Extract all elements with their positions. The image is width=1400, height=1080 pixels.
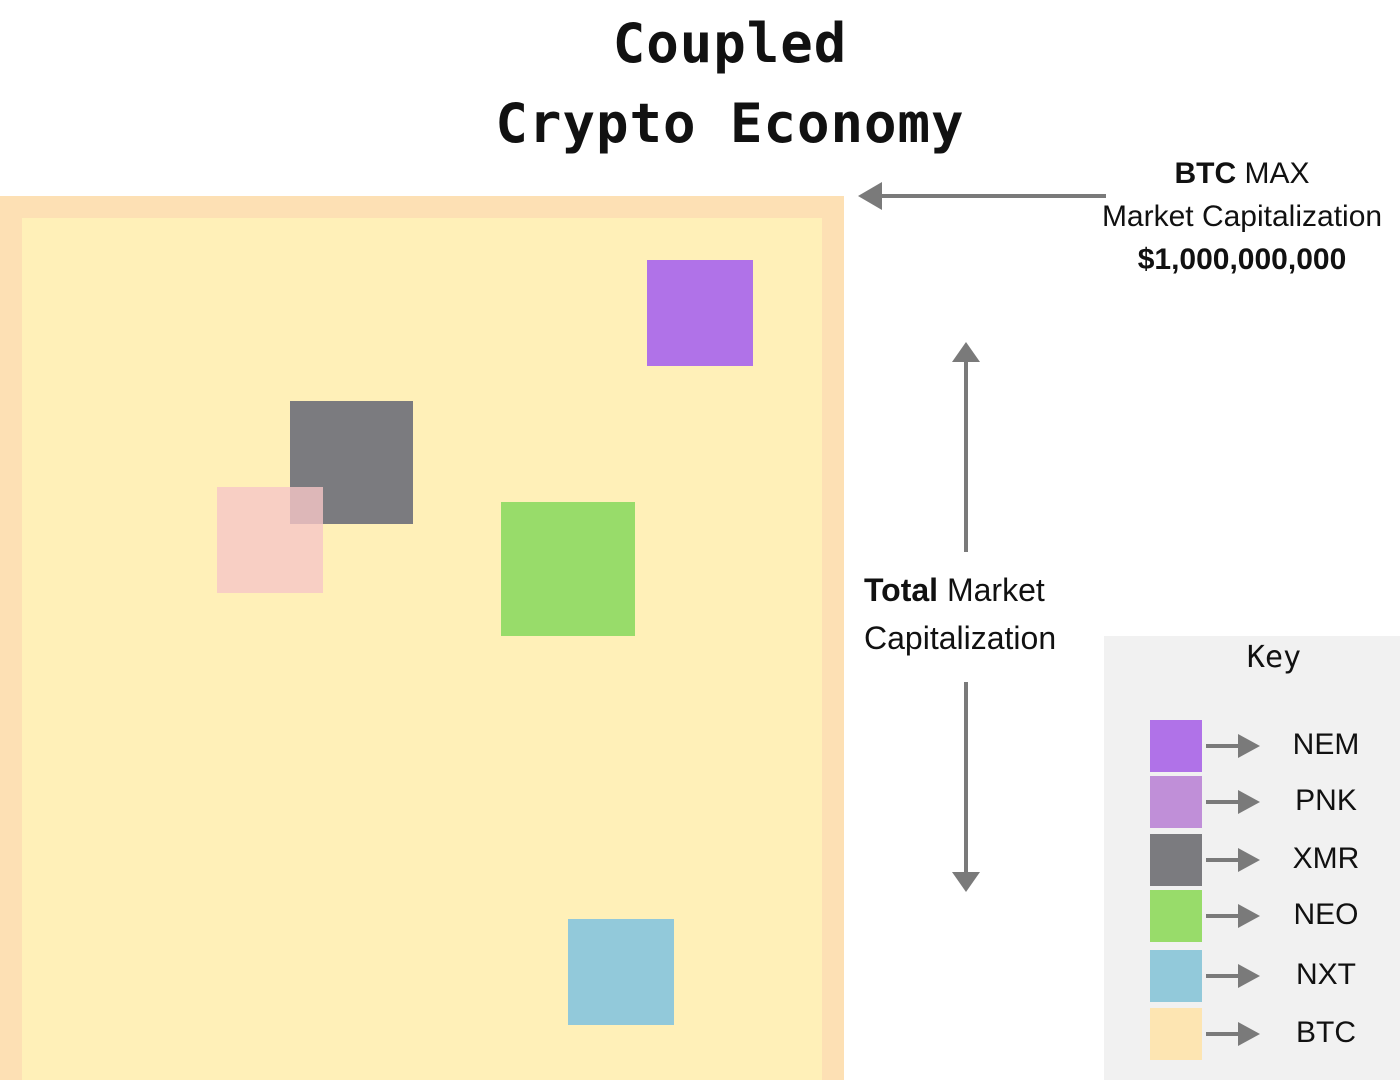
nem-square [647, 260, 753, 366]
neo-square [501, 502, 635, 636]
key-label-xmr: XMR [1292, 842, 1360, 875]
key-swatch-btc [1150, 1008, 1202, 1060]
key-arrow-icon [1206, 734, 1260, 758]
key-label-nem: NEM [1292, 728, 1360, 761]
total-cap-rest: Market [946, 572, 1045, 608]
key-label-pnk: PNK [1295, 784, 1357, 817]
btc-max-line2: Market Capitalization [1101, 200, 1383, 233]
total-cap-arrow-up-head [952, 342, 980, 362]
title-line-1: Coupled [612, 12, 848, 75]
arrow-group [858, 182, 1106, 892]
btc-max-arrow-head [858, 182, 882, 210]
btc-max-word: MAX [1244, 157, 1310, 190]
key-panel: Key NEM PNK XMR NEO NXT BTC [1104, 636, 1400, 1080]
nxt-square [568, 919, 674, 1025]
total-cap-arrow-down-head [952, 872, 980, 892]
key-label-neo: NEO [1293, 898, 1359, 931]
total-cap-bold: Total [864, 572, 939, 608]
btc-max-value: $1,000,000,000 [1137, 243, 1347, 276]
key-row-nem: NEM [1104, 720, 1400, 774]
key-title: Key [1246, 640, 1302, 675]
key-row-neo: NEO [1104, 890, 1400, 944]
key-swatch-nem [1150, 720, 1202, 772]
btc-max-coin: BTC [1174, 157, 1237, 190]
title-line-2: Crypto Economy [495, 92, 965, 155]
pnk-square [217, 487, 323, 593]
key-label-nxt: NXT [1296, 958, 1356, 991]
key-swatch-neo [1150, 890, 1202, 942]
key-row-xmr: XMR [1104, 834, 1400, 888]
key-swatch-pnk [1150, 776, 1202, 828]
btc-max-label: BTC MAX Market Capitalization $1,000,000… [1092, 152, 1392, 281]
total-cap-line2: Capitalization [864, 620, 1057, 656]
key-row-pnk: PNK [1104, 776, 1400, 830]
key-arrow-icon [1206, 848, 1260, 872]
key-arrow-icon [1206, 904, 1260, 928]
key-swatch-nxt [1150, 950, 1202, 1002]
key-row-nxt: NXT [1104, 950, 1400, 1004]
key-arrow-icon [1206, 964, 1260, 988]
key-label-btc: BTC [1296, 1016, 1356, 1049]
key-arrow-icon [1206, 1022, 1260, 1046]
key-arrow-icon [1206, 790, 1260, 814]
key-swatch-xmr [1150, 834, 1202, 886]
total-cap-label: Total Market Capitalization [864, 566, 1104, 662]
key-row-btc: BTC [1104, 1008, 1400, 1062]
